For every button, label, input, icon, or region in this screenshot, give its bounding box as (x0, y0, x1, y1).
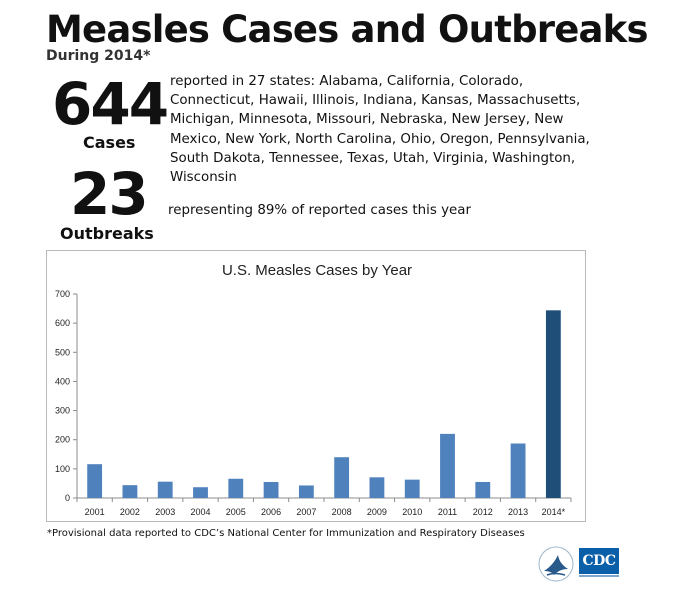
bar-2006 (263, 481, 279, 498)
x-axis: 2001 2002 2003 2004 2005 2006 2007 2008 2009 2010… (76, 497, 572, 517)
chart-title: U.S. Measles Cases by Year (222, 262, 412, 279)
x-tick-label: 2003 (155, 507, 175, 517)
cases-label: Cases (83, 133, 136, 152)
x-tick-label: 2014* (542, 507, 566, 517)
outbreaks-count: 23 (70, 160, 149, 228)
bar-2012 (475, 481, 491, 498)
cdc-logo: CDC (579, 548, 619, 574)
bar-2007 (298, 485, 314, 498)
x-tick-label: 2002 (120, 507, 140, 517)
y-axis: 0 100 200 300 400 500 600 700 (55, 289, 78, 503)
x-tick-label: 2010 (402, 507, 422, 517)
cases-count: 644 (52, 70, 169, 138)
x-tick-label: 2012 (473, 507, 493, 517)
measles-bar-chart: U.S. Measles Cases by Year 0 100 200 300 400… (55, 262, 572, 517)
page-title: Measles Cases and Outbreaks (46, 8, 649, 51)
y-tick-label: 0 (65, 493, 70, 503)
y-tick-label: 600 (55, 318, 70, 328)
bar-2008 (334, 457, 350, 498)
cdc-logo-underline (579, 575, 619, 577)
bar-2005 (228, 478, 244, 498)
bar-2001 (87, 464, 103, 498)
x-tick-label: 2001 (85, 507, 105, 517)
page-subtitle: During 2014* (46, 48, 151, 64)
x-tick-label: 2013 (508, 507, 528, 517)
outbreaks-label: Outbreaks (60, 224, 154, 243)
x-tick-label: 2009 (367, 507, 387, 517)
bar-2014* (545, 310, 561, 498)
y-tick-label: 300 (55, 406, 70, 416)
bar-2004 (193, 487, 208, 498)
y-tick-label: 700 (55, 289, 70, 299)
x-tick-label: 2007 (296, 507, 316, 517)
cases-description: reported in 27 states: Alabama, Californ… (170, 74, 590, 186)
chart-panel: U.S. Measles Cases by Year 0 100 200 300 400… (46, 250, 586, 522)
hhs-eagle-icon (538, 546, 574, 582)
x-tick-label: 2011 (438, 507, 457, 517)
x-tick-label: 2005 (226, 507, 246, 517)
bar-2003 (157, 481, 173, 498)
y-tick-label: 400 (55, 376, 70, 386)
y-tick-label: 500 (55, 347, 70, 357)
footnote: *Provisional data reported to CDC’s Nati… (47, 528, 525, 539)
y-tick-label: 100 (55, 464, 70, 474)
bar-2002 (122, 485, 138, 498)
x-tick-label: 2004 (190, 507, 210, 517)
bar-2009 (369, 477, 385, 498)
x-tick-label: 2008 (332, 507, 352, 517)
bar-2010 (404, 479, 420, 498)
bar-2013 (510, 443, 526, 498)
outbreaks-description: representing 89% of reported cases this … (168, 203, 471, 218)
y-tick-label: 200 (55, 435, 70, 445)
bar-2011 (440, 433, 455, 498)
bar-series (87, 310, 561, 498)
x-tick-label: 2006 (261, 507, 281, 517)
